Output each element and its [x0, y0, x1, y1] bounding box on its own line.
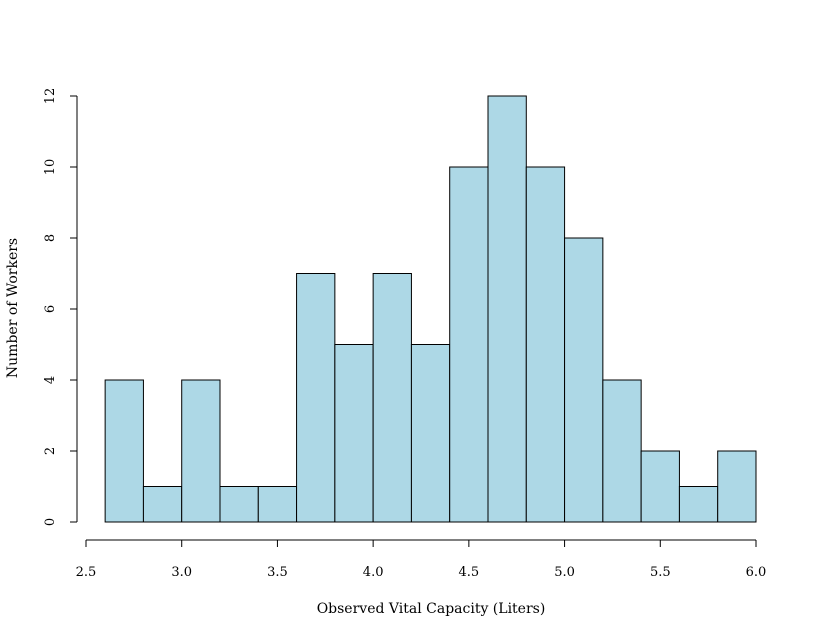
- y-tick-label: 0: [43, 518, 58, 526]
- histogram-bar-0: [104, 379, 144, 523]
- histogram-bar-16: [717, 450, 757, 523]
- histogram-bar-12: [564, 237, 604, 523]
- y-axis-label: Number of Workers: [5, 238, 21, 378]
- histogram-bar-7: [372, 273, 412, 523]
- y-tick-label: 12: [43, 88, 58, 105]
- histogram-bar-15: [678, 486, 719, 523]
- histogram-bar-14: [640, 450, 680, 523]
- x-tick-label: 3.5: [267, 565, 288, 580]
- histogram-bar-5: [296, 273, 336, 523]
- histogram-bar-1: [142, 486, 183, 523]
- x-tick-label: 6.0: [746, 565, 767, 580]
- y-tick-label: 10: [43, 159, 58, 176]
- histogram-bar-11: [525, 166, 566, 523]
- histogram-bar-4: [257, 486, 298, 523]
- y-axis: 0 2 4 6 8 10 12: [43, 88, 78, 526]
- y-tick-label: 2: [43, 447, 58, 455]
- x-tick-label: 2.5: [76, 565, 97, 580]
- x-axis-label: Observed Vital Capacity (Liters): [317, 601, 546, 617]
- y-tick-label: 8: [43, 234, 58, 242]
- x-axis: 2.5 3.0 3.5 4.0 4.5 5.0 5.5 6.0: [76, 539, 767, 580]
- histogram-bar-9: [449, 166, 489, 523]
- histogram-bar-6: [334, 344, 374, 523]
- x-tick-label: 3.0: [171, 565, 192, 580]
- x-tick-label: 4.0: [363, 565, 384, 580]
- histogram-bar-10: [487, 95, 527, 523]
- histogram-bars: [104, 95, 757, 523]
- x-tick-label: 5.0: [554, 565, 575, 580]
- x-tick-label: 5.5: [650, 565, 671, 580]
- y-tick-label: 6: [43, 305, 58, 313]
- histogram-bar-8: [410, 344, 451, 523]
- histogram-bar-2: [181, 379, 221, 523]
- y-tick-label: 4: [43, 376, 58, 384]
- x-tick-label: 4.5: [459, 565, 480, 580]
- histogram-bar-3: [219, 486, 259, 523]
- histogram-bar-13: [602, 379, 642, 523]
